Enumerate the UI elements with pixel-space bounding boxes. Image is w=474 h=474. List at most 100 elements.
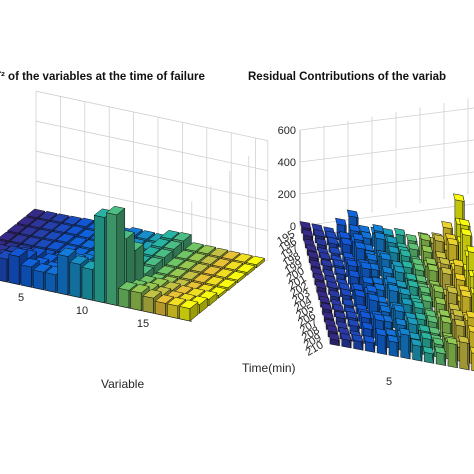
chart1-bars xyxy=(0,205,266,322)
chart1-xlabel: Variable xyxy=(101,377,144,391)
bar xyxy=(179,299,199,322)
bar-top-face xyxy=(320,302,333,311)
bar xyxy=(301,228,314,243)
bar xyxy=(328,332,340,347)
bar xyxy=(105,205,126,306)
bar-top-face xyxy=(351,334,364,343)
bar-top-face xyxy=(135,230,156,240)
gridline xyxy=(299,139,474,163)
bar-top-face xyxy=(446,285,459,295)
bar-front-face xyxy=(179,306,191,322)
bar-top-face xyxy=(379,304,392,314)
bar xyxy=(446,336,458,369)
bar-top-face xyxy=(386,235,398,244)
bar-top-face xyxy=(348,223,361,233)
bar-top-face xyxy=(363,335,376,344)
bar-top-face xyxy=(401,297,413,306)
bar-top-face xyxy=(446,336,458,346)
bar-top-face xyxy=(354,241,367,250)
bar-front-face xyxy=(8,254,20,285)
bar-top-face xyxy=(32,263,53,273)
bar-top-face xyxy=(305,243,317,253)
bar-front-face xyxy=(167,303,179,319)
bar-top-face xyxy=(196,244,217,255)
bar-top-face xyxy=(454,318,466,328)
bar-top-face xyxy=(150,238,171,248)
gridline xyxy=(35,180,268,231)
bar-front-face xyxy=(69,261,81,298)
bar-top-face xyxy=(326,324,338,333)
bar-top-face xyxy=(130,284,150,294)
bar-top-face xyxy=(9,234,30,244)
bar-top-face xyxy=(315,237,327,247)
bar xyxy=(375,328,387,355)
bar-front-face xyxy=(106,212,118,306)
bar-top-face xyxy=(34,238,54,249)
bar-top-face xyxy=(339,332,352,342)
bar-top-face xyxy=(332,303,344,312)
bar xyxy=(469,346,474,372)
bar-top-face xyxy=(180,270,200,280)
bar-top-face xyxy=(405,233,418,243)
bar-top-face xyxy=(421,244,434,254)
gridline xyxy=(35,90,268,141)
bar-top-face xyxy=(418,324,431,333)
bar-top-face xyxy=(338,231,351,240)
bar-top-face xyxy=(38,211,58,221)
bar-top-face xyxy=(208,247,229,257)
bar-top-face xyxy=(8,247,28,257)
bar-top-face xyxy=(211,258,232,268)
bar-top-face xyxy=(19,226,39,236)
chart1-plot: 5 10 15 Variable xyxy=(0,90,269,391)
bar-top-face xyxy=(28,218,49,228)
bar-top-face xyxy=(413,300,425,310)
bar-top-face xyxy=(460,228,473,237)
bar-top-face xyxy=(434,346,446,355)
bar-top-face xyxy=(373,313,386,322)
z-tick-label: 600 xyxy=(278,125,296,137)
bar-top-face xyxy=(20,258,40,268)
bar-top-face xyxy=(374,231,386,241)
bar-front-face xyxy=(130,290,142,311)
bar-top-face xyxy=(415,274,427,283)
bar-top-face xyxy=(307,250,319,259)
bar-top-face xyxy=(401,260,414,269)
bar-front-face xyxy=(154,300,166,317)
bar-top-face xyxy=(359,310,372,320)
bar-top-face xyxy=(426,315,439,324)
bar-top-face xyxy=(43,231,64,241)
bar-top-face xyxy=(299,221,312,230)
bar-top-face xyxy=(362,276,374,285)
bar-top-face xyxy=(301,228,314,238)
bar-top-face xyxy=(452,308,464,318)
z-tick-label: 200 xyxy=(278,189,296,201)
bar-top-face xyxy=(50,213,70,223)
bar-top-face xyxy=(407,279,419,289)
bar-top-face xyxy=(6,224,27,234)
gridline xyxy=(35,150,268,201)
bar-top-face xyxy=(319,251,331,261)
bar-top-face xyxy=(354,289,366,298)
bar-top-face xyxy=(453,193,465,202)
bar-top-face xyxy=(320,258,333,268)
bar-top-face xyxy=(346,209,359,218)
bar-top-face xyxy=(327,236,339,245)
bar-top-face xyxy=(413,263,426,272)
bar-top-face xyxy=(427,263,439,273)
bar-top-face xyxy=(160,230,180,240)
bar-top-face xyxy=(141,246,161,256)
bar-top-face xyxy=(179,299,199,309)
bar xyxy=(410,338,423,362)
bar-top-face xyxy=(422,346,435,355)
bar-top-face xyxy=(31,228,51,239)
bar-front-face xyxy=(57,253,69,296)
bar-top-face xyxy=(387,334,399,344)
bar-top-face xyxy=(233,253,253,263)
bar xyxy=(457,335,470,371)
chart2-title: Residual Contributions of the variab xyxy=(248,71,446,83)
bar-top-face xyxy=(202,265,222,276)
bar-top-face xyxy=(361,321,374,331)
bar-top-face xyxy=(165,257,186,267)
bar-top-face xyxy=(65,225,85,235)
bar-top-face xyxy=(433,234,445,243)
